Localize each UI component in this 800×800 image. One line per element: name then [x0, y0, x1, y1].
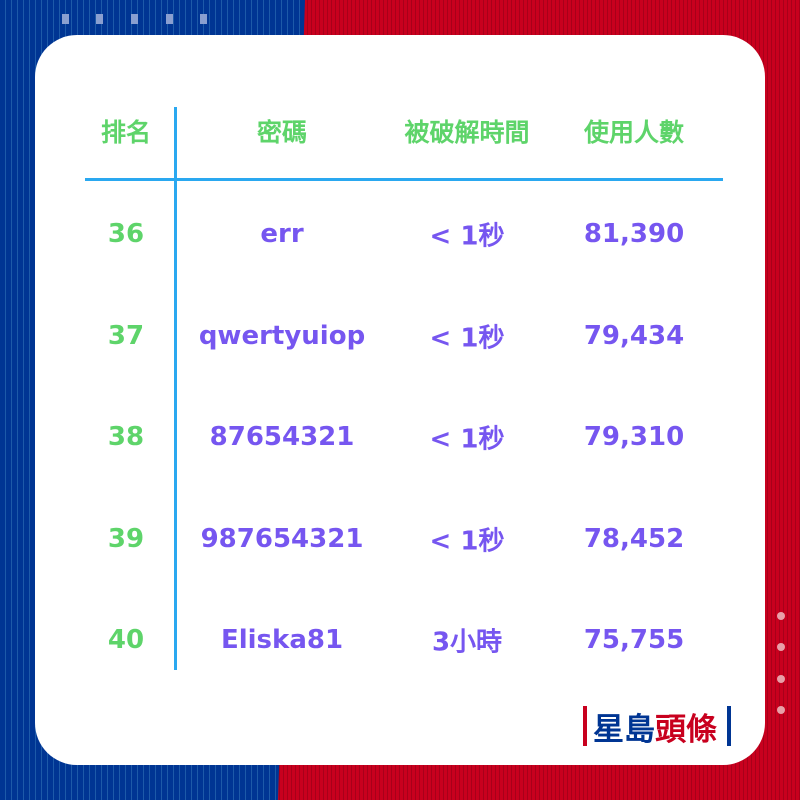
- header-password: 密碼: [256, 118, 308, 147]
- rank-cell: 40: [107, 625, 145, 655]
- user-count-cell: 75,755: [583, 625, 685, 655]
- logo-text-part2: 頭條: [655, 711, 717, 748]
- header-crack-time: 被破解時間: [404, 118, 530, 147]
- user-count-cell: 79,434: [583, 321, 685, 351]
- table-card: [35, 35, 765, 765]
- user-count-cell: 81,390: [583, 219, 685, 249]
- header-divider: [85, 178, 723, 181]
- password-cell: err: [260, 219, 304, 249]
- rank-cell: 37: [107, 321, 145, 351]
- column-divider: [174, 107, 177, 670]
- crack-time-cell: < 1秒: [429, 526, 505, 557]
- crack-time-cell: < 1秒: [429, 424, 505, 455]
- rank-cell: 36: [107, 219, 145, 249]
- sing-tao-logo: 星島 頭條: [583, 706, 731, 748]
- crack-time-cell: < 1秒: [429, 323, 505, 354]
- decor-dot: [777, 612, 785, 620]
- password-cell: qwertyuiop: [198, 321, 366, 351]
- password-cell: 87654321: [209, 422, 355, 452]
- header-rank: 排名: [100, 118, 152, 147]
- crack-time-cell: 3小時: [431, 627, 503, 658]
- decor-square: [131, 14, 138, 24]
- decor-square: [96, 14, 103, 24]
- rank-cell: 39: [107, 524, 145, 554]
- password-cell: Eliska81: [220, 625, 344, 655]
- decor-square: [200, 14, 207, 24]
- header-user-count: 使用人數: [583, 118, 685, 147]
- logo-text-part1: 星島: [593, 711, 655, 748]
- decor-dot: [777, 706, 785, 714]
- decor-dot: [777, 675, 785, 683]
- password-cell: 987654321: [200, 524, 364, 554]
- decor-square: [62, 14, 69, 24]
- user-count-cell: 78,452: [583, 524, 685, 554]
- decor-dot: [777, 643, 785, 651]
- user-count-cell: 79,310: [583, 422, 685, 452]
- crack-time-cell: < 1秒: [429, 221, 505, 252]
- rank-cell: 38: [107, 422, 145, 452]
- decor-square: [166, 14, 173, 24]
